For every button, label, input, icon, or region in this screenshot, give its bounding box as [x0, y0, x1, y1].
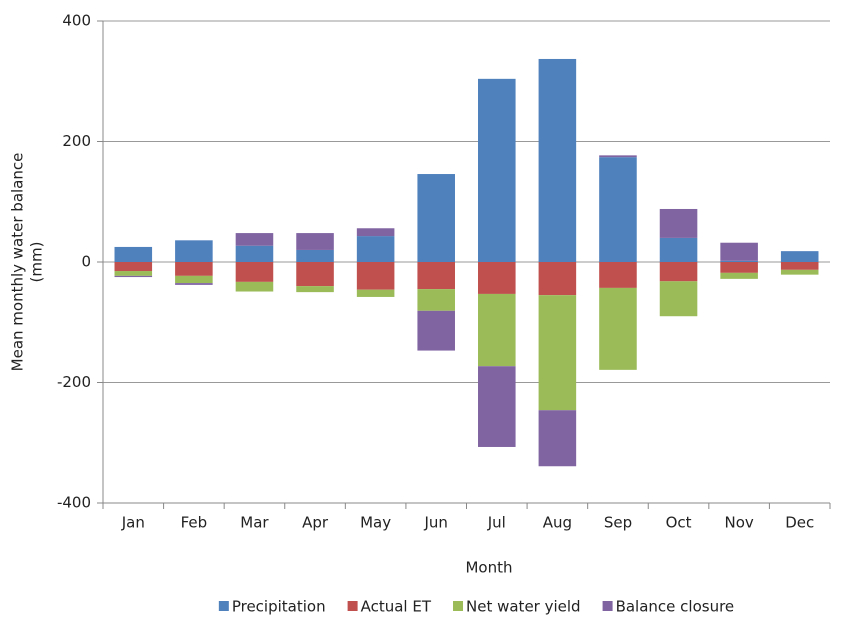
- bar-segment: [296, 286, 334, 293]
- x-tick-label: Oct: [666, 514, 692, 532]
- bar-segment: [538, 58, 577, 262]
- x-axis-title: Month: [465, 559, 512, 577]
- y-axis-title: Mean monthly water balance: [9, 153, 27, 372]
- bar-segment: [780, 269, 819, 275]
- x-tick-label: Jan: [121, 514, 145, 532]
- x-tick-label: Sep: [604, 514, 632, 532]
- bar-segment: [417, 289, 455, 311]
- bar-segment: [235, 281, 274, 292]
- x-tick-label: May: [360, 514, 391, 532]
- bar-segment: [114, 275, 153, 278]
- y-tick-label: -400: [57, 494, 91, 512]
- bar-segment: [780, 262, 819, 270]
- bar-segment: [417, 174, 455, 262]
- legend-swatch: [218, 601, 229, 611]
- bar-segment: [780, 251, 819, 262]
- bar-segment: [175, 240, 213, 262]
- bar-segment: [296, 249, 334, 262]
- x-tick-label: Dec: [785, 514, 814, 532]
- y-tick-label: 400: [62, 12, 91, 30]
- legend-swatch: [602, 601, 613, 611]
- bar-segment: [356, 262, 395, 290]
- bar-segment: [356, 289, 395, 297]
- legend-label: Actual ET: [361, 598, 432, 616]
- bar-segment: [659, 262, 698, 282]
- bar-segment: [659, 237, 698, 262]
- bar-segment: [478, 293, 516, 367]
- bar-segment: [356, 236, 395, 262]
- bar-segment: [720, 242, 758, 261]
- y-tick-label: 200: [62, 132, 91, 150]
- bar-segment: [538, 410, 577, 467]
- y-tick-label: -200: [57, 373, 91, 391]
- x-tick-label: Aug: [543, 514, 572, 532]
- legend-label: Precipitation: [232, 598, 326, 616]
- bar-segment: [175, 262, 213, 276]
- bar-segment: [478, 366, 516, 447]
- bar-segment: [114, 271, 153, 276]
- bar-segment: [720, 260, 758, 262]
- bar-segment: [356, 228, 395, 237]
- bar-segment: [599, 287, 637, 370]
- bar-segment: [720, 272, 758, 279]
- bar-segment: [538, 295, 577, 411]
- x-tick-label: Jul: [487, 514, 506, 532]
- x-tick-label: Jun: [423, 514, 447, 532]
- bar-segment: [659, 208, 698, 238]
- legend-label: Balance closure: [616, 598, 735, 616]
- bar-segment: [417, 262, 455, 290]
- bar-segment: [114, 246, 153, 262]
- bar-segment: [296, 233, 334, 250]
- bar-segment: [599, 155, 637, 158]
- bar-segment: [235, 245, 274, 262]
- bar-segment: [235, 233, 274, 246]
- x-tick-label: Apr: [302, 514, 329, 532]
- legend-swatch: [347, 601, 358, 611]
- bar-segment: [659, 281, 698, 317]
- y-tick-label: 0: [81, 253, 91, 271]
- bar-segment: [296, 262, 334, 287]
- bar-segment: [599, 157, 637, 262]
- x-tick-label: Feb: [181, 514, 208, 532]
- x-tick-label: Mar: [240, 514, 269, 532]
- bar-segment: [175, 275, 213, 284]
- x-tick-label: Nov: [724, 514, 753, 532]
- bar-segment: [235, 262, 274, 282]
- y-axis-title: (mm): [28, 242, 46, 283]
- bar-segment: [114, 262, 153, 272]
- bar-segment: [478, 262, 516, 294]
- bar-segment: [417, 310, 455, 351]
- bar-segment: [538, 262, 577, 296]
- bar-segment: [478, 78, 516, 262]
- legend-label: Net water yield: [466, 598, 581, 616]
- bar-segment: [720, 262, 758, 273]
- legend-swatch: [453, 601, 464, 611]
- bar-segment: [599, 262, 637, 288]
- bar-segment: [175, 283, 213, 285]
